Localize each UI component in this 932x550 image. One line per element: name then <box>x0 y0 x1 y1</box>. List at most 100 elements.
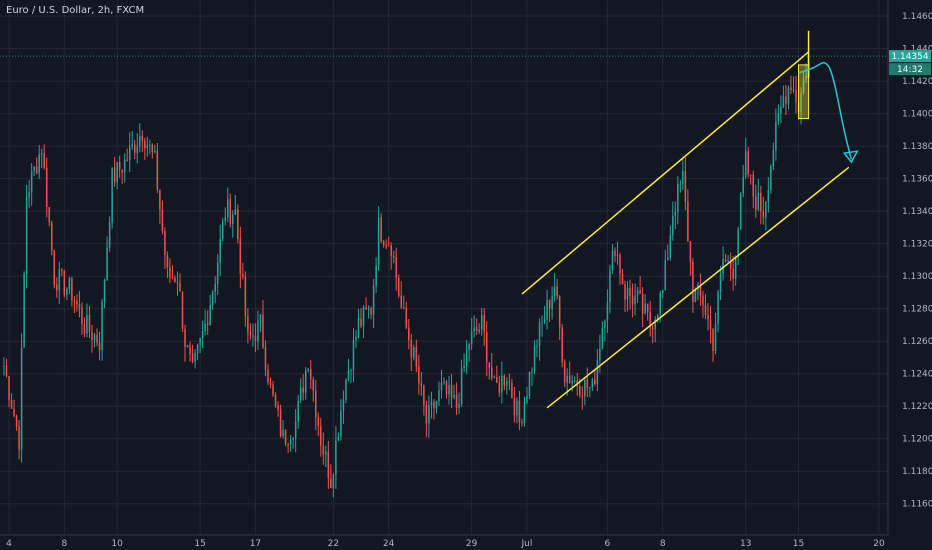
candle <box>332 473 335 498</box>
channel-lower-line[interactable] <box>546 166 850 409</box>
candle <box>526 386 528 405</box>
time-axis-ticks: 4 8 10 15 17 22 24 29 Jul 6 8 13 15 20 <box>6 539 885 549</box>
candle <box>634 283 636 316</box>
candle <box>513 386 516 423</box>
candle <box>337 432 340 442</box>
countdown-value: 14:32 <box>897 65 923 75</box>
candle <box>232 210 234 238</box>
candle <box>342 390 345 424</box>
symbol-title: Euro / U.S. Dollar, 2h, FXCM <box>6 5 145 16</box>
candle <box>25 184 28 289</box>
candle <box>161 200 164 235</box>
time-tick-label: 13 <box>740 539 751 549</box>
candle <box>20 333 23 463</box>
candle <box>174 275 176 283</box>
candle <box>13 399 15 418</box>
candle <box>327 440 330 489</box>
candle <box>410 333 413 372</box>
price-tick-label: 1.12000 <box>902 435 932 445</box>
candle <box>641 287 644 327</box>
candle <box>589 386 591 398</box>
price-tick-label: 1.12600 <box>902 337 932 347</box>
candle <box>672 201 674 241</box>
candle <box>307 368 309 373</box>
candle <box>785 85 787 115</box>
candle <box>536 339 538 358</box>
candle <box>631 283 634 318</box>
candle <box>40 148 43 169</box>
candle <box>568 361 571 384</box>
candle <box>757 178 760 212</box>
candles <box>3 49 810 498</box>
candle <box>496 365 498 383</box>
candle <box>727 255 729 263</box>
candle <box>385 239 387 250</box>
candle <box>284 429 287 447</box>
candle <box>523 396 526 427</box>
candle <box>315 379 317 431</box>
candle <box>649 300 651 337</box>
candle <box>360 308 362 329</box>
candle <box>468 342 470 362</box>
candle <box>237 204 239 244</box>
price-highlight-box[interactable] <box>798 64 810 120</box>
candle <box>594 369 596 386</box>
candle <box>257 310 259 350</box>
candle <box>558 294 561 341</box>
forecast-arrow[interactable] <box>798 62 853 160</box>
channel-upper-line[interactable] <box>521 51 810 295</box>
candle <box>508 373 511 390</box>
drawings <box>0 30 888 409</box>
candle <box>465 339 468 374</box>
candle <box>777 104 780 126</box>
candle <box>656 313 659 323</box>
candle <box>53 249 56 289</box>
candle <box>744 137 747 180</box>
candle <box>239 226 242 289</box>
candle <box>83 317 86 338</box>
candle <box>357 308 360 339</box>
candle <box>10 393 13 409</box>
time-tick-label: Jul <box>521 539 533 549</box>
candle <box>274 392 277 408</box>
candle <box>596 349 599 392</box>
candle <box>299 378 302 404</box>
candle <box>470 317 473 350</box>
candle <box>350 368 352 383</box>
candle <box>430 391 433 419</box>
candle <box>707 303 709 331</box>
candle <box>553 273 556 302</box>
candle <box>191 344 194 364</box>
candle <box>684 157 687 211</box>
forecast-arrow-head <box>842 150 859 164</box>
candle <box>18 420 20 460</box>
time-tick-label: 6 <box>605 539 611 549</box>
candle <box>403 295 405 309</box>
candle <box>782 85 785 109</box>
candle <box>418 354 420 395</box>
candle <box>66 287 68 301</box>
candle <box>614 247 616 263</box>
candle <box>428 395 430 438</box>
time-axis-bg <box>0 535 932 550</box>
candle <box>521 418 523 427</box>
last-price-tag: 1.14354 14:32 <box>889 50 931 76</box>
time-tick-label: 10 <box>111 539 123 549</box>
candle <box>45 157 48 218</box>
candle <box>216 254 219 295</box>
candle <box>581 386 584 410</box>
candle <box>309 359 312 390</box>
candle <box>636 287 639 304</box>
candle <box>272 381 274 398</box>
candle <box>139 123 141 153</box>
candle <box>121 169 123 185</box>
candle <box>772 142 775 171</box>
candle <box>619 252 621 285</box>
candle <box>304 366 307 400</box>
candle <box>704 293 707 319</box>
grid-lines <box>0 0 888 535</box>
candle <box>287 442 289 453</box>
candle <box>33 166 35 176</box>
